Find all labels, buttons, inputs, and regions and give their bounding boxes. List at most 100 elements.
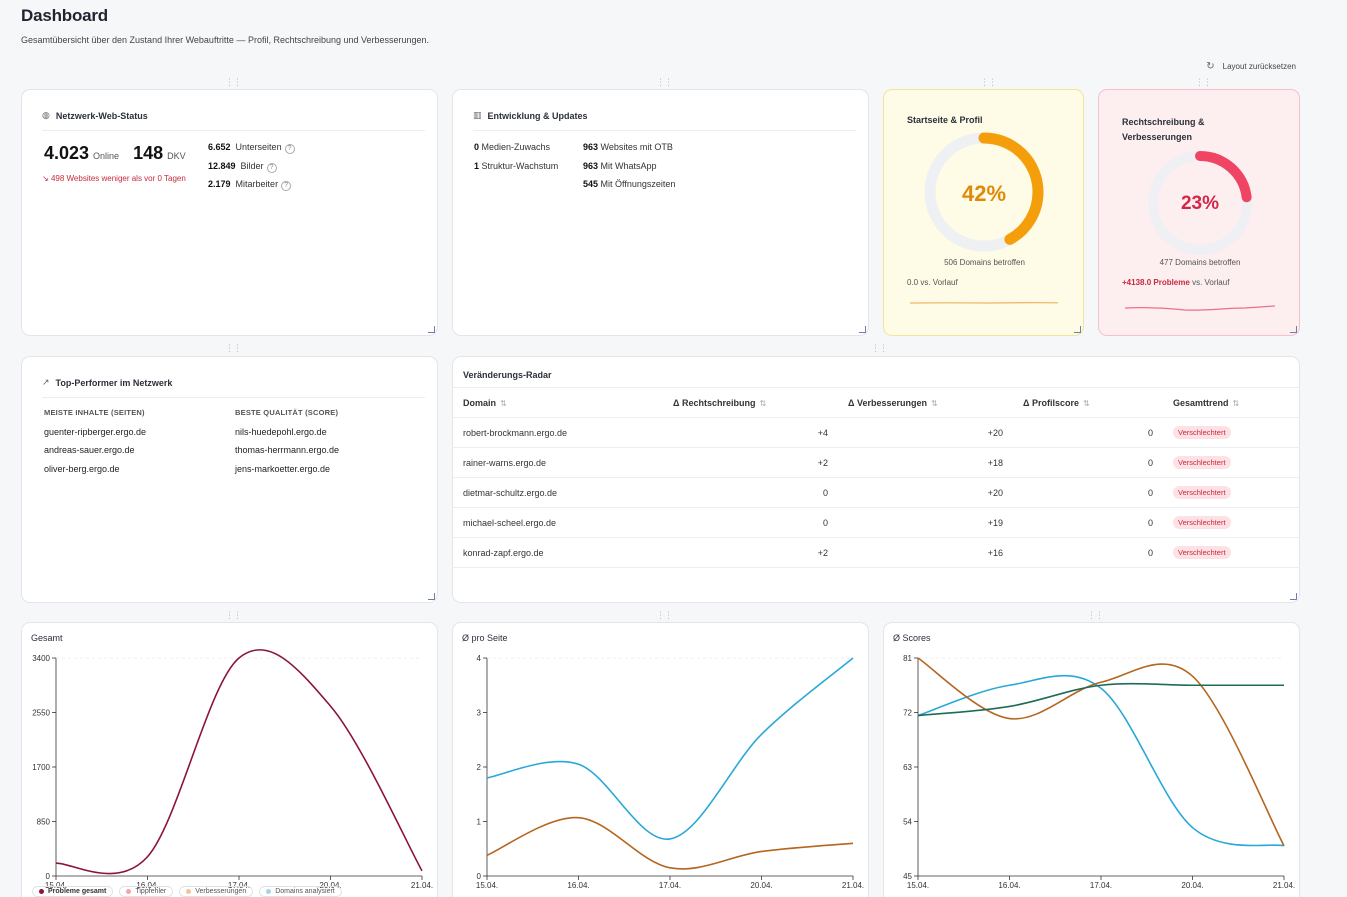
series-line — [917, 674, 1285, 847]
y-tick-label: 1 — [477, 818, 482, 827]
spelling-percent: 23% — [1181, 193, 1219, 214]
spelling-delta-cell: +4 — [663, 417, 838, 448]
trend-cell: Verschlechtert — [1163, 477, 1299, 508]
top-quality-item[interactable]: thomas-herrmann.ergo.de — [235, 445, 340, 455]
y-tick-label: 0 — [46, 872, 51, 881]
resize-handle[interactable] — [1290, 593, 1297, 600]
top-content-header: MEISTE INHALTE (SEITEN) — [44, 408, 145, 417]
chart-scores-card: Ø Scores 45 54 63 72 81 15.04. 16.04. 17.04. 20.… — [883, 622, 1300, 897]
chart-total-title: Gesamt — [31, 633, 63, 643]
chart-total: 0 850 1700 2550 3400 15.04. 16.04. 17.04. 20.04.… — [32, 649, 433, 890]
table-row[interactable]: rainer-warns.ergo.de +2 +18 0 Verschlechtert — [453, 447, 1299, 478]
top-quality-item[interactable]: jens-markoetter.ergo.de — [235, 464, 331, 474]
profile-percent: 42% — [962, 181, 1006, 206]
network-trend-note: ↘ 498 Websites weniger als vor 0 Tagen — [42, 174, 186, 183]
network-status-card: ◍ Netzwerk-Web-Status 4.023 Online 148 D… — [21, 89, 438, 336]
top-content-item[interactable]: oliver-berg.ergo.de — [44, 464, 120, 474]
domain-cell: rainer-warns.ergo.de — [453, 447, 663, 478]
table-row[interactable]: dietmar-schultz.ergo.de 0 +20 0 Verschlechte… — [453, 477, 1299, 508]
reset-layout-button[interactable]: ↻ Layout zurücksetzen — [1206, 61, 1296, 72]
spelling-title: Rechtschreibung & Verbesserungen — [1122, 117, 1205, 142]
change-radar-title: Veränderungs-Radar — [463, 370, 552, 380]
drag-handle[interactable]: ⋮⋮ — [656, 77, 673, 87]
bar-chart-icon: ▥ — [473, 110, 482, 120]
top-quality-header: BESTE QUALITÄT (SCORE) — [235, 408, 339, 417]
help-icon[interactable]: ? — [266, 163, 277, 173]
stat-employees: 2.179 Mitarbeiter? — [208, 179, 292, 191]
table-row[interactable]: robert-brockmann.ergo.de +4 +20 0 Verschlech… — [453, 417, 1299, 448]
chart-total-legend: Probleme gesamt Tippfehler Verbesserunge… — [32, 886, 342, 897]
sites-otb: 963 Websites mit OTB — [583, 142, 673, 152]
updates-card: ▥ Entwicklung & Updates 0 Medien-Zuwachs… — [452, 89, 869, 336]
help-icon[interactable]: ? — [284, 144, 295, 154]
top-content-item[interactable]: guenter-ripberger.ergo.de — [44, 427, 147, 437]
drag-handle[interactable]: ⋮⋮ — [225, 343, 242, 353]
top-performer-title: ↗ Top-Performer im Netzwerk — [42, 377, 173, 388]
resize-handle[interactable] — [1074, 326, 1081, 333]
help-icon[interactable]: ? — [281, 181, 292, 191]
y-tick-label: 81 — [903, 654, 912, 663]
drag-handle[interactable]: ⋮⋮ — [1195, 77, 1212, 87]
drag-handle[interactable]: ⋮⋮ — [656, 610, 673, 620]
top-performer-card: ↗ Top-Performer im Netzwerk MEISTE INHAL… — [21, 356, 438, 603]
domain-cell: robert-brockmann.ergo.de — [453, 417, 663, 448]
sort-icon: ⇅ — [759, 398, 767, 408]
spelling-delta-cell: +2 — [663, 537, 838, 568]
x-tick-label: 21.04. — [1273, 881, 1295, 890]
col-spelling[interactable]: Δ Rechtschreibung ⇅ — [663, 387, 838, 418]
spelling-sparkline — [1125, 305, 1275, 311]
legend-item[interactable]: Tippfehler — [119, 886, 174, 897]
chart-per-page: 0 1 2 3 4 15.04. 16.04. 17.04. 20.04. 21.04. — [476, 654, 864, 890]
resize-handle[interactable] — [1290, 326, 1297, 333]
updates-title: ▥ Entwicklung & Updates — [473, 110, 588, 121]
profilescore-delta-cell: 0 — [1013, 507, 1163, 538]
col-trend[interactable]: Gesamttrend ⇅ — [1163, 387, 1299, 418]
spelling-domains: 477 Domains betroffen — [1159, 258, 1241, 267]
table-row[interactable]: konrad-zapf.ergo.de +2 +16 0 Verschlechtert — [453, 537, 1299, 568]
improvements-delta-cell: +19 — [838, 507, 1013, 538]
profile-title: Startseite & Profil — [907, 115, 983, 125]
sort-icon: ⇅ — [931, 398, 938, 408]
legend-item[interactable]: Domains analysiert — [259, 886, 342, 897]
series-line — [917, 657, 1285, 847]
col-improvements[interactable]: Δ Verbesserungen ⇅ — [838, 387, 1013, 418]
sites-hours: 545 Mit Öffnungszeiten — [583, 179, 676, 189]
trend-down-icon: ↘ — [42, 174, 49, 183]
status-badge: Verschlechtert — [1173, 546, 1231, 559]
y-tick-label: 45 — [903, 872, 912, 881]
top-quality-item[interactable]: nils-huedepohl.ergo.de — [235, 427, 327, 437]
drag-handle[interactable]: ⋮⋮ — [980, 77, 997, 87]
media-growth: 0 Medien-Zuwachs — [474, 142, 551, 152]
series-line — [917, 682, 1284, 717]
resize-handle[interactable] — [428, 593, 435, 600]
x-tick-label: 20.04. — [1181, 881, 1203, 890]
y-tick-label: 72 — [903, 709, 912, 718]
improvements-delta-cell: +16 — [838, 537, 1013, 568]
col-domain[interactable]: Domain ⇅ — [453, 387, 663, 418]
resize-handle[interactable] — [428, 326, 435, 333]
drag-handle[interactable]: ⋮⋮ — [1087, 610, 1104, 620]
y-tick-label: 2550 — [32, 709, 50, 718]
legend-item[interactable]: Verbesserungen — [179, 886, 254, 897]
table-row[interactable]: michael-scheel.ergo.de 0 +19 0 Verschlechter… — [453, 507, 1299, 538]
x-tick-label: 17.04. — [228, 881, 250, 890]
status-badge: Verschlechtert — [1173, 486, 1231, 499]
page-subtitle: Gesamtübersicht über den Zustand Ihrer W… — [21, 35, 430, 45]
status-badge: Verschlechtert — [1173, 426, 1231, 439]
x-tick-label: 20.04. — [750, 881, 772, 890]
chart-scores-title: Ø Scores — [893, 633, 931, 643]
profile-card: Startseite & Profil 42% 506 Domains betr… — [883, 89, 1084, 336]
col-profilescore[interactable]: Δ Profilscore ⇅ — [1013, 387, 1163, 418]
drag-handle[interactable]: ⋮⋮ — [225, 77, 242, 87]
x-tick-label: 16.04. — [136, 881, 158, 890]
legend-item[interactable]: Probleme gesamt — [32, 886, 114, 897]
improvements-delta-cell: +20 — [838, 417, 1013, 448]
domain-cell: dietmar-schultz.ergo.de — [453, 477, 663, 508]
drag-handle[interactable]: ⋮⋮ — [871, 343, 888, 353]
top-content-item[interactable]: andreas-sauer.ergo.de — [44, 445, 135, 455]
resize-handle[interactable] — [859, 326, 866, 333]
trend-cell: Verschlechtert — [1163, 537, 1299, 568]
drag-handle[interactable]: ⋮⋮ — [225, 610, 242, 620]
x-tick-label: 20.04. — [319, 881, 341, 890]
sites-whatsapp: 963 Mit WhatsApp — [583, 161, 657, 171]
